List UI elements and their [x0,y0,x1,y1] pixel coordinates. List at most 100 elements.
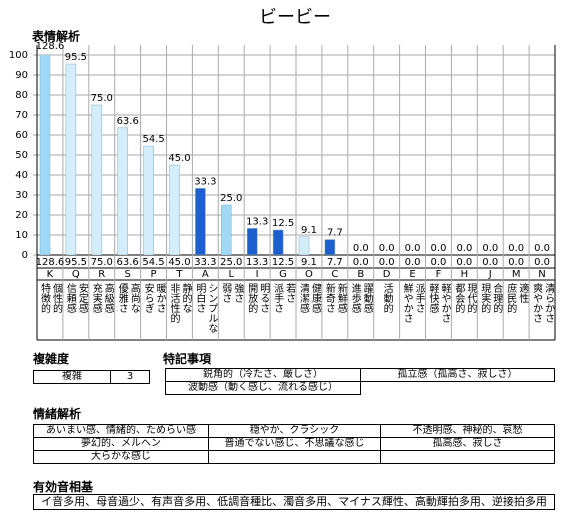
bar [195,188,206,255]
value-cell: 0.0 [379,257,395,268]
value-cell: 0.0 [430,257,446,268]
data-label: 7.7 [327,228,343,239]
bar [246,228,258,255]
cell: 普通でない感じ、不思議な感じ [208,437,381,451]
description: 優雅さ [116,282,128,313]
value-cell: 0.0 [405,257,421,268]
data-label: 33.3 [194,176,216,187]
data-label: 12.5 [272,218,294,229]
x-tick-label: K [47,269,54,280]
data-label: 0.0 [456,243,472,254]
x-tick-label: A [202,269,209,280]
chart: ビービー 表情解析 0 10 20 30 40 50 60 70 80 90 100 128.6 128… [9,7,556,341]
description: 開放的 [246,283,258,314]
data-label: 0.0 [431,243,447,254]
description: 高級感 [102,282,114,313]
description: 信頼感 [64,283,76,313]
value-cell: 128.6 [36,257,65,268]
data-label: 95.5 [65,52,87,63]
description: 爽やかさ [531,283,543,323]
value-cell: 0.0 [456,257,472,268]
cell: 不透明感、神秘的、哀愁 [380,424,555,438]
y-tick-label: 60 [15,130,28,141]
description: 進歩感 [349,283,361,313]
cell: イ音多用、母音過少、有声音多用、低調音種比、濁音多用、マイナス輝性、高動輝拍多用… [33,494,555,510]
description: 軽快感 [427,283,439,313]
cell: あいまい感、情緒的、ためらい感 [33,424,209,438]
cell: 夢幻的、メルヘン [33,437,209,451]
bar [221,204,232,255]
description: 適性 [517,282,529,304]
bar [143,145,154,255]
y-tick-label: 70 [15,110,28,121]
bar [65,63,77,255]
x-tick-label: R [98,269,105,280]
data-label: 9.1 [301,225,317,236]
description: 安らぎ [142,282,154,313]
section-title: 有効音相基 [33,480,94,494]
value-cell: 0.0 [534,257,550,268]
value-cell: 75.0 [91,257,113,268]
x-tick-label: C [331,269,338,280]
description: 新鮮感 [335,282,347,313]
x-tick-label: I [256,269,259,280]
description: 充実感 [90,282,102,313]
value-cell: 7.7 [327,257,343,268]
bar [324,239,336,255]
x-tick-label: T [175,269,183,280]
y-tick-label: 20 [15,210,28,221]
bar [298,236,310,255]
x-tick-label: E [409,269,415,280]
description: 個性的 [51,282,63,314]
x-tick-label: B [357,269,364,280]
bar [91,104,103,255]
y-tick-label: 50 [15,150,28,161]
data-label: 0.0 [353,243,369,254]
value-cell: 95.5 [65,257,87,268]
cell: 鋭角的（冷たさ、厳しさ） [165,368,361,382]
value-cell: 45.0 [168,257,190,268]
x-tick-label: H [461,269,469,280]
description: 活動的 [381,283,393,314]
data-label: 13.3 [246,216,268,227]
description: 現代的 [465,283,477,314]
data-label: 0.0 [405,243,421,254]
x-tick-label: P [151,269,157,280]
bar [117,127,128,255]
description: 健康感 [310,283,322,313]
bar [169,164,180,255]
description: 強さ [232,282,244,303]
y-tick-label: 40 [15,170,28,181]
x-tick-label: L [228,269,234,280]
y-tick-label: 30 [15,190,28,201]
description: 派手さ [272,283,284,313]
data-label: 25.0 [220,193,242,204]
data-label: 75.0 [91,93,113,104]
data-label: 0.0 [379,243,395,254]
y-tick-label: 80 [15,90,28,101]
x-tick-label: D [383,269,391,280]
description: 派手さ [413,283,425,313]
y-tick-label: 90 [15,70,28,81]
description: 暖かさ [154,282,166,313]
cell: 3 [110,370,150,384]
section-title: 情緒解析 [33,407,82,421]
description: 弱さ [220,283,232,303]
description: 新奇さ [323,282,335,313]
value-cell: 33.3 [194,257,216,268]
description: 清潔感 [298,282,310,313]
data-label: 45.0 [168,153,190,164]
value-cell: 0.0 [482,257,498,268]
description: 明白さ [194,283,206,313]
x-tick-label: J [488,269,492,280]
x-tick-label: G [279,269,287,280]
bar [272,229,284,255]
description: 清らかさ [543,282,555,323]
cell: 孤高感、寂しさ [380,437,555,451]
x-tick-label: Q [72,269,80,280]
description: 合理的 [491,282,503,314]
x-tick-label: F [436,269,442,280]
cell [208,450,381,464]
description: 鮮やかさ [401,282,413,323]
